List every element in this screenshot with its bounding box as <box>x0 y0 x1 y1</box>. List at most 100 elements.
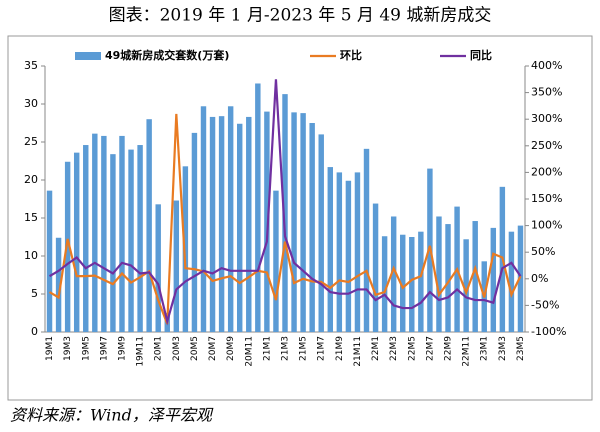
x-tick-label: 20M1 <box>154 336 164 361</box>
y-tick-label: 10 <box>24 249 38 262</box>
y2-tick-label: 300% <box>531 112 562 125</box>
x-tick-label: 21M11 <box>353 336 363 367</box>
x-tick-label: 21M5 <box>299 336 309 361</box>
bar <box>146 119 152 332</box>
bar <box>55 237 62 332</box>
y-tick-label: 20 <box>24 173 38 186</box>
y2-tick-label: 50% <box>531 245 555 258</box>
line <box>48 113 522 325</box>
bar <box>218 116 225 332</box>
frame <box>7 35 593 401</box>
bar <box>137 145 143 332</box>
bar <box>101 135 107 332</box>
source: 资料来源：Wind，泽平宏观 <box>10 406 214 425</box>
x-tick-label: 19M3 <box>63 336 73 361</box>
chart-title: 图表：2019 年 1 月-2023 年 5 月 49 城新房成交 <box>109 6 492 26</box>
bar <box>119 135 125 332</box>
x-tick-label: 19M1 <box>45 336 55 361</box>
legend-swatch <box>75 52 101 60</box>
x-tick-label: 23M3 <box>498 336 508 361</box>
bar <box>92 133 98 332</box>
x-tick-label: 19M11 <box>136 336 146 367</box>
bar <box>517 225 524 332</box>
bar <box>508 231 515 332</box>
bar <box>264 111 270 332</box>
bar <box>282 94 288 333</box>
bar <box>418 231 424 332</box>
x-tick-label: 21M3 <box>281 336 291 361</box>
x-tick-label: 22M1 <box>371 336 381 361</box>
bar <box>409 237 415 332</box>
x-tick-label: 19M7 <box>99 336 109 361</box>
bar <box>372 203 379 332</box>
bar <box>46 190 53 332</box>
bar <box>490 227 497 332</box>
x-tick-label: 20M11 <box>244 336 254 367</box>
y-tick-label: 30 <box>24 97 38 110</box>
legend-label: 同比 <box>470 48 492 62</box>
bar <box>191 132 198 332</box>
bar <box>445 224 451 332</box>
x-tick-label: 20M9 <box>226 336 236 361</box>
y2-tick-label: -50% <box>531 298 559 311</box>
x-tick-label: 20M7 <box>208 336 218 361</box>
y2-tick-label: 400% <box>531 59 562 72</box>
x-tick-label: 22M3 <box>389 336 399 361</box>
bar <box>200 106 207 332</box>
line <box>48 79 522 326</box>
x-tick-label: 21M1 <box>262 336 272 361</box>
y2-tick-label: 0% <box>531 272 548 285</box>
bar <box>472 221 478 332</box>
y2-tick-label: 200% <box>531 165 562 178</box>
bar <box>327 167 333 332</box>
y2-tick-label: 250% <box>531 139 562 152</box>
x-tick-label: 22M5 <box>407 336 417 361</box>
bar <box>463 239 469 332</box>
bar <box>246 116 252 332</box>
y2-tick-label: -100% <box>531 325 566 338</box>
legend-label: 49城新房成交套数(万套) <box>105 48 229 62</box>
bar <box>83 145 89 332</box>
x-tick-label: 21M7 <box>317 336 327 361</box>
x-tick-label: 22M9 <box>444 336 454 361</box>
bar <box>363 148 370 332</box>
y2-tick-label: 100% <box>531 219 562 232</box>
x-tick-label: 20M5 <box>190 336 200 361</box>
bar <box>318 134 324 332</box>
bar <box>436 216 442 332</box>
y2-tick-label: 150% <box>531 192 562 205</box>
x-tick-label: 21M9 <box>335 336 345 361</box>
bar <box>309 123 315 332</box>
x-tick-label: 22M11 <box>462 336 472 367</box>
y-tick-label: 15 <box>24 211 38 224</box>
y-tick-label: 35 <box>24 59 38 72</box>
bar <box>300 113 306 333</box>
x-tick-label: 19M5 <box>81 336 91 361</box>
y-tick-label: 25 <box>24 135 38 148</box>
bar <box>227 106 234 332</box>
bar <box>354 172 361 332</box>
bar <box>110 154 116 332</box>
bar <box>291 112 297 332</box>
bar <box>255 83 261 332</box>
y-tick-label: 0 <box>31 325 38 338</box>
bar <box>336 172 343 332</box>
x-tick-label: 23M1 <box>480 336 490 361</box>
x-tick-label: 20M3 <box>172 336 182 361</box>
x-tick-label: 22M7 <box>425 336 435 361</box>
bar <box>209 116 216 332</box>
bar <box>273 190 279 332</box>
legend-label: 环比 <box>340 48 362 62</box>
bar <box>400 234 406 332</box>
bar <box>345 180 352 332</box>
x-tick-label: 19M9 <box>117 336 127 361</box>
bar <box>73 152 80 332</box>
y-tick-label: 5 <box>31 287 38 300</box>
bar <box>182 166 189 332</box>
y2-tick-label: 350% <box>531 86 562 99</box>
bar <box>64 161 71 332</box>
bar <box>128 149 134 332</box>
x-tick-label: 23M5 <box>516 336 526 361</box>
bar <box>381 236 388 332</box>
